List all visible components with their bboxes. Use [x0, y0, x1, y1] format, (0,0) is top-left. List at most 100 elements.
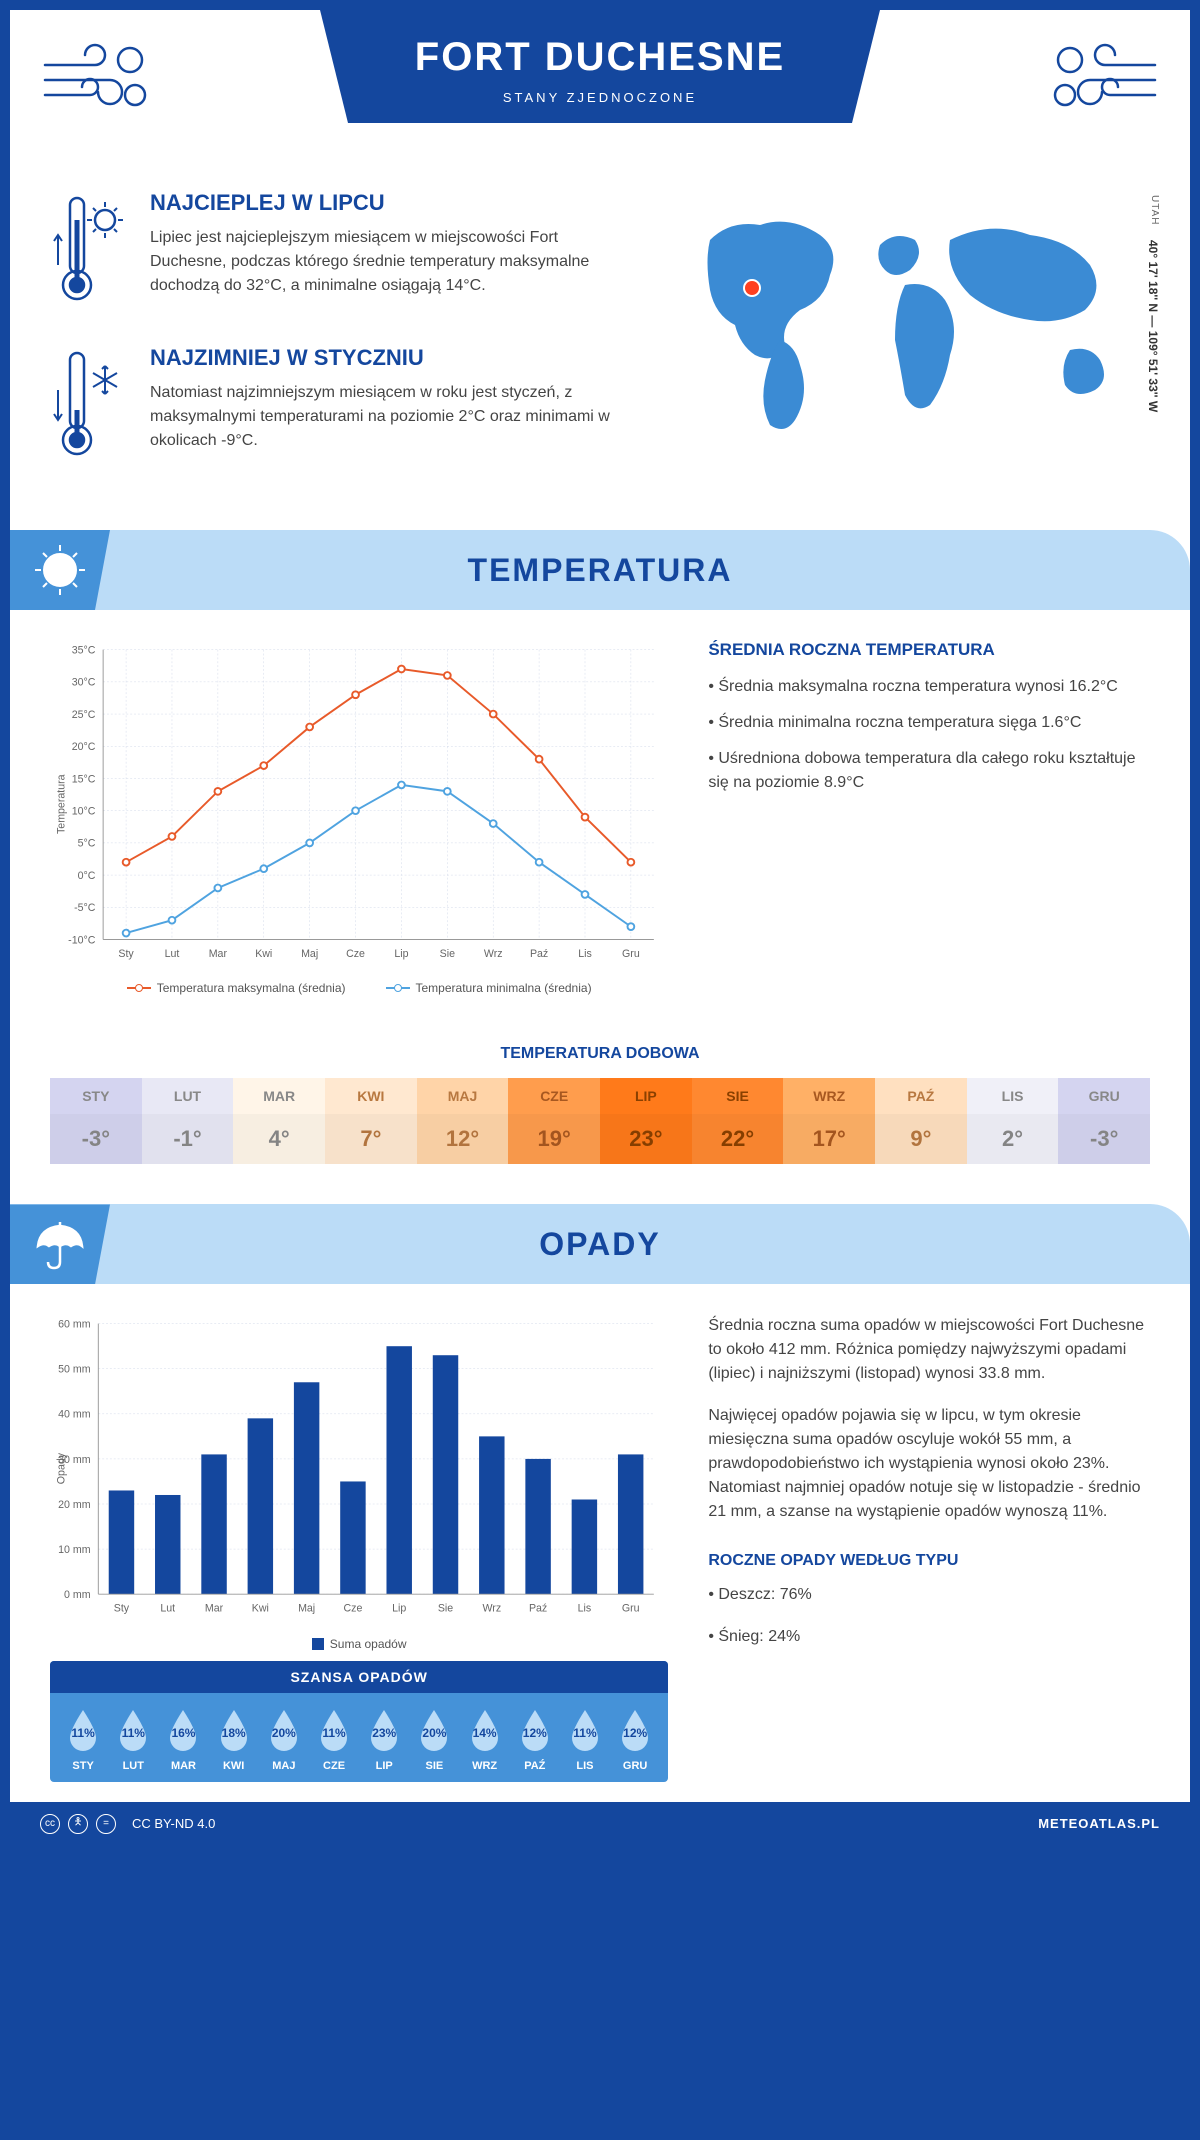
nd-icon: = — [96, 1814, 116, 1834]
wind-icon — [1040, 40, 1160, 120]
thermometer-cold-icon — [50, 345, 130, 470]
svg-text:20°C: 20°C — [72, 741, 96, 753]
raindrop-icon: 11% — [566, 1708, 604, 1754]
temp-bullet: • Uśredniona dobowa temperatura dla całe… — [708, 747, 1150, 795]
precipitation-chart: 0 mm10 mm20 mm30 mm40 mm50 mm60 mmStyLut… — [50, 1314, 668, 1650]
hottest-text: Lipiec jest najcieplejszym miesiącem w m… — [150, 226, 630, 298]
precipitation-title: OPADY — [539, 1226, 660, 1263]
svg-text:5°C: 5°C — [78, 838, 96, 850]
chance-cell: 18% KWI — [209, 1708, 259, 1772]
svg-text:15°C: 15°C — [72, 773, 96, 785]
legend-max: .legend-item:nth-child(1) .legend-line::… — [127, 981, 346, 995]
raindrop-icon: 14% — [466, 1708, 504, 1754]
temperature-chart: -10°C-5°C0°C5°C10°C15°C20°C25°C30°C35°CS… — [50, 640, 668, 995]
svg-text:Maj: Maj — [301, 948, 318, 960]
chance-cell: 12% PAŹ — [510, 1708, 560, 1772]
raindrop-icon: 18% — [215, 1708, 253, 1754]
daily-temp-table: STY -3° LUT -1° MAR 4° KWI 7° MAJ 12° CZ… — [50, 1078, 1150, 1164]
hottest-block: NAJCIEPLEJ W LIPCU Lipiec jest najcieple… — [50, 190, 630, 315]
raindrop-icon: 20% — [415, 1708, 453, 1754]
precipitation-section-header: OPADY — [10, 1204, 1190, 1284]
svg-text:-5°C: -5°C — [74, 902, 96, 914]
daily-cell: STY -3° — [50, 1078, 142, 1164]
svg-text:Gru: Gru — [622, 948, 640, 960]
raindrop-icon: 11% — [64, 1708, 102, 1754]
chance-cell: 11% STY — [58, 1708, 108, 1772]
precip-text: Średnia roczna suma opadów w miejscowośc… — [708, 1314, 1150, 1386]
hottest-title: NAJCIEPLEJ W LIPCU — [150, 190, 630, 216]
coldest-title: NAJZIMNIEJ W STYCZNIU — [150, 345, 630, 371]
daily-temp-title: TEMPERATURA DOBOWA — [10, 1045, 1190, 1063]
raindrop-icon: 16% — [164, 1708, 202, 1754]
temp-bullet: • Średnia minimalna roczna temperatura s… — [708, 711, 1150, 735]
wind-icon — [40, 40, 160, 120]
svg-text:-10°C: -10°C — [68, 934, 96, 946]
svg-text:Wrz: Wrz — [482, 1603, 501, 1615]
legend-precip: Suma opadów — [312, 1637, 407, 1651]
raindrop-icon: 11% — [315, 1708, 353, 1754]
header: FORT DUCHESNE STANY ZJEDNOCZONE — [10, 10, 1190, 160]
svg-text:Sty: Sty — [114, 1603, 130, 1615]
chance-cell: 16% MAR — [158, 1708, 208, 1772]
svg-text:30°C: 30°C — [72, 677, 96, 689]
svg-text:Wrz: Wrz — [484, 948, 503, 960]
daily-cell: MAR 4° — [233, 1078, 325, 1164]
precipitation-chance-box: SZANSA OPADÓW 11% STY 11% LUT 16% MAR 18… — [50, 1661, 668, 1782]
svg-text:25°C: 25°C — [72, 709, 96, 721]
svg-text:Cze: Cze — [343, 1603, 362, 1615]
svg-text:50 mm: 50 mm — [58, 1364, 91, 1376]
svg-text:Kwi: Kwi — [252, 1603, 269, 1615]
daily-cell: MAJ 12° — [417, 1078, 509, 1164]
svg-text:Lip: Lip — [392, 1603, 406, 1615]
cc-icon: cc — [40, 1814, 60, 1834]
legend-min: .legend-item:nth-child(2) .legend-line::… — [386, 981, 592, 995]
precip-type-snow: • Śnieg: 24% — [708, 1625, 1150, 1649]
svg-text:Lut: Lut — [160, 1603, 175, 1615]
raindrop-icon: 11% — [114, 1708, 152, 1754]
daily-cell: CZE 19° — [508, 1078, 600, 1164]
daily-cell: LIP 23° — [600, 1078, 692, 1164]
svg-text:10 mm: 10 mm — [58, 1544, 91, 1556]
temp-bullet: • Średnia maksymalna roczna temperatura … — [708, 675, 1150, 699]
svg-text:Paź: Paź — [529, 1603, 547, 1615]
raindrop-icon: 12% — [616, 1708, 654, 1754]
chance-cell: 20% SIE — [409, 1708, 459, 1772]
svg-text:Opady: Opady — [55, 1453, 67, 1485]
thermometer-hot-icon — [50, 190, 130, 315]
svg-text:35°C: 35°C — [72, 645, 96, 657]
raindrop-icon: 20% — [265, 1708, 303, 1754]
svg-text:Lis: Lis — [578, 948, 592, 960]
temperature-section-header: TEMPERATURA — [10, 530, 1190, 610]
daily-cell: LUT -1° — [142, 1078, 234, 1164]
svg-text:Kwi: Kwi — [255, 948, 272, 960]
daily-cell: KWI 7° — [325, 1078, 417, 1164]
temp-text-title: ŚREDNIA ROCZNA TEMPERATURA — [708, 640, 1150, 660]
location-marker — [745, 281, 759, 295]
region-label: UTAH — [1149, 195, 1160, 225]
page-subtitle: STANY ZJEDNOCZONE — [320, 90, 880, 105]
by-icon: 🯅 — [68, 1814, 88, 1834]
svg-text:Maj: Maj — [298, 1603, 315, 1615]
world-map — [670, 190, 1150, 450]
coldest-block: NAJZIMNIEJ W STYCZNIU Natomiast najzimni… — [50, 345, 630, 470]
svg-text:Temperatura: Temperatura — [55, 774, 67, 834]
daily-cell: SIE 22° — [692, 1078, 784, 1164]
svg-text:Sie: Sie — [440, 948, 455, 960]
raindrop-icon: 23% — [365, 1708, 403, 1754]
umbrella-icon — [10, 1204, 110, 1284]
svg-text:40 mm: 40 mm — [58, 1409, 91, 1421]
coordinates: 40° 17' 18'' N — 109° 51' 33'' W — [1146, 240, 1160, 412]
svg-text:10°C: 10°C — [72, 806, 96, 818]
svg-text:Gru: Gru — [622, 1603, 640, 1615]
chance-cell: 11% LUT — [108, 1708, 158, 1772]
svg-text:Sie: Sie — [438, 1603, 453, 1615]
daily-cell: LIS 2° — [967, 1078, 1059, 1164]
coldest-text: Natomiast najzimniejszym miesiącem w rok… — [150, 381, 630, 453]
svg-text:Cze: Cze — [346, 948, 365, 960]
sun-icon — [10, 530, 110, 610]
chance-cell: 14% WRZ — [460, 1708, 510, 1772]
temperature-title: TEMPERATURA — [468, 552, 733, 589]
svg-text:Lut: Lut — [165, 948, 180, 960]
svg-text:Lip: Lip — [394, 948, 408, 960]
raindrop-icon: 12% — [516, 1708, 554, 1754]
